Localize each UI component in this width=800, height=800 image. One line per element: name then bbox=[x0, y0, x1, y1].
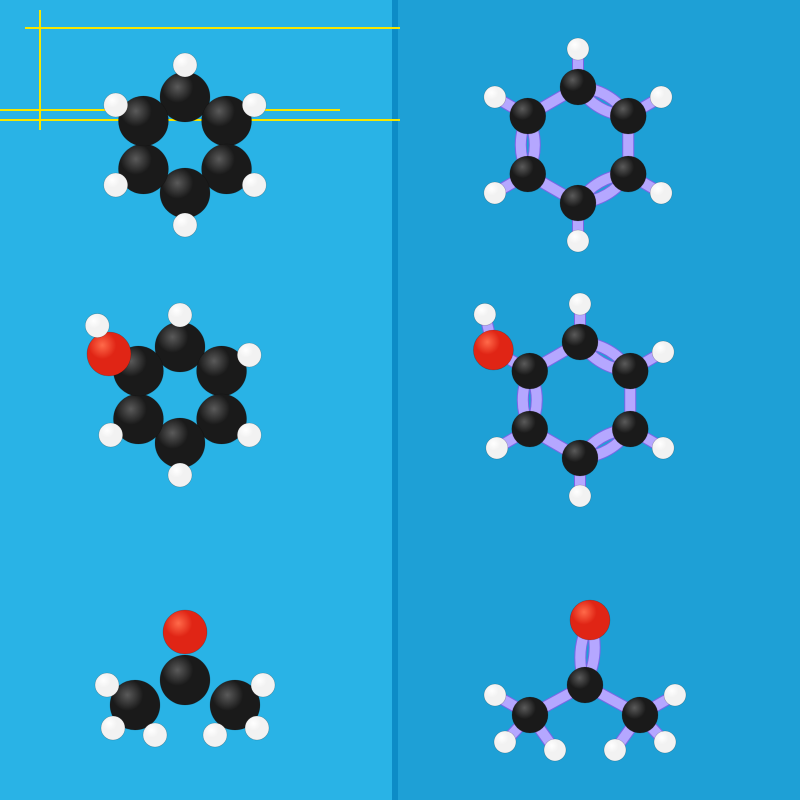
atom-H bbox=[654, 731, 676, 753]
atom-H bbox=[237, 423, 261, 447]
atom-H bbox=[242, 93, 266, 117]
atom-C bbox=[160, 655, 210, 705]
atom-H bbox=[650, 182, 672, 204]
atom-H bbox=[486, 437, 508, 459]
atom-C bbox=[622, 697, 658, 733]
atom-H bbox=[101, 716, 125, 740]
atom-H bbox=[652, 341, 674, 363]
atom-C bbox=[612, 411, 648, 447]
atom-H bbox=[173, 53, 197, 77]
atom-H bbox=[652, 437, 674, 459]
atom-H bbox=[604, 739, 626, 761]
atom-C bbox=[612, 353, 648, 389]
atom-H bbox=[104, 173, 128, 197]
atom-H bbox=[85, 314, 109, 338]
atom-C bbox=[567, 667, 603, 703]
atom-H bbox=[474, 303, 496, 325]
atom-H bbox=[650, 86, 672, 108]
atom-C bbox=[512, 353, 548, 389]
atom-C bbox=[510, 98, 546, 134]
atom-O bbox=[87, 332, 131, 376]
atom-H bbox=[569, 485, 591, 507]
atom-O bbox=[473, 330, 513, 370]
atom-H bbox=[173, 213, 197, 237]
atom-C bbox=[560, 69, 596, 105]
atom-H bbox=[143, 723, 167, 747]
atom-C bbox=[610, 156, 646, 192]
atom-H bbox=[484, 86, 506, 108]
atom-H bbox=[245, 716, 269, 740]
atom-H bbox=[168, 463, 192, 487]
atom-C bbox=[512, 697, 548, 733]
atom-H bbox=[242, 173, 266, 197]
atom-H bbox=[664, 684, 686, 706]
atom-H bbox=[95, 673, 119, 697]
atom-H bbox=[494, 731, 516, 753]
atom-H bbox=[251, 673, 275, 697]
atom-H bbox=[567, 38, 589, 60]
atom-H bbox=[544, 739, 566, 761]
atom-C bbox=[560, 185, 596, 221]
atom-C bbox=[562, 440, 598, 476]
atom-H bbox=[567, 230, 589, 252]
atom-C bbox=[562, 324, 598, 360]
atom-H bbox=[237, 343, 261, 367]
atom-H bbox=[203, 723, 227, 747]
atom-C bbox=[610, 98, 646, 134]
atom-H bbox=[484, 684, 506, 706]
atom-O bbox=[163, 610, 207, 654]
atom-H bbox=[168, 303, 192, 327]
atom-C bbox=[510, 156, 546, 192]
atom-O bbox=[570, 600, 610, 640]
atom-H bbox=[99, 423, 123, 447]
atom-H bbox=[104, 93, 128, 117]
atom-H bbox=[484, 182, 506, 204]
molecule-diagram bbox=[0, 0, 800, 800]
atom-H bbox=[569, 293, 591, 315]
atom-C bbox=[512, 411, 548, 447]
